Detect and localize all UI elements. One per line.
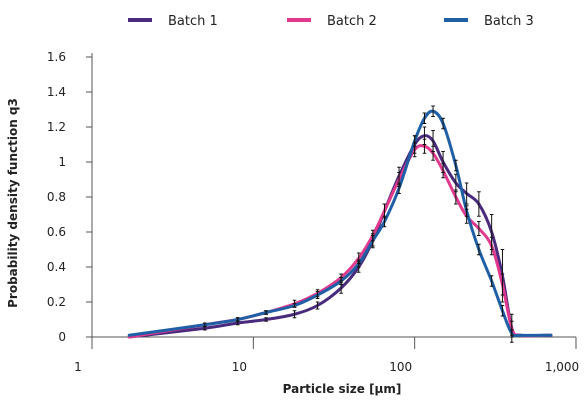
error-bar	[431, 145, 435, 161]
error-bars-batch-2	[202, 138, 514, 336]
error-bar	[412, 135, 417, 147]
error-bar	[382, 215, 387, 228]
legend-item: Batch 1	[128, 14, 218, 29]
error-bar	[356, 259, 361, 268]
error-bar	[477, 221, 481, 236]
error-bar	[454, 189, 458, 205]
error-bar	[431, 105, 435, 117]
error-bar	[500, 305, 505, 317]
error-bar	[454, 159, 458, 172]
y-tick-label: 1.2	[47, 120, 66, 134]
y-axis-title: Probability density function q3	[6, 98, 20, 308]
error-bar	[292, 310, 297, 319]
error-bar	[464, 182, 469, 205]
error-bar	[292, 303, 297, 308]
error-bar	[500, 273, 505, 296]
error-bars-batch-1	[202, 126, 514, 343]
error-bar	[264, 317, 268, 322]
error-bar	[202, 322, 207, 327]
error-bar	[441, 163, 445, 179]
error-bar	[264, 310, 268, 315]
error-bar	[315, 291, 320, 299]
x-tick-label: 1,000	[545, 360, 579, 374]
error-bar	[464, 205, 469, 217]
y-tick-label: 0.6	[47, 225, 66, 239]
series-batch-2	[127, 144, 553, 339]
series-line	[127, 144, 553, 339]
y-tick-label: 1.4	[47, 85, 66, 99]
series-batch-1	[127, 134, 553, 339]
error-bar	[441, 117, 445, 130]
y-tick-label: 1	[58, 155, 66, 169]
series-line	[127, 134, 553, 339]
x-tick-label: 100	[389, 360, 412, 374]
y-tick-label: 0	[58, 330, 66, 344]
legend-item: Batch 2	[287, 14, 377, 29]
chart-axes: 0 0.2 0.4 0.6 0.8 1 1.2 1.4 1.6 1 10 100 1,000	[47, 50, 579, 374]
error-bar	[489, 275, 494, 287]
legend-label: Batch 3	[484, 14, 534, 29]
plot-area	[127, 105, 553, 343]
x-tick-label: 1	[74, 360, 82, 374]
y-tick-label: 0.4	[47, 260, 66, 274]
error-bar	[339, 277, 343, 285]
error-bars-batch-3	[202, 105, 514, 338]
error-bar	[315, 301, 320, 310]
y-tick-label: 0.8	[47, 190, 66, 204]
chart-legend: Batch 1 Batch 2 Batch 3	[128, 14, 534, 29]
y-tick-label: 1.6	[47, 50, 66, 64]
error-bar	[489, 236, 494, 256]
error-bar	[422, 138, 427, 154]
error-bar	[235, 317, 240, 322]
x-tick-label: 10	[232, 360, 247, 374]
error-bar	[422, 112, 427, 124]
legend-item: Batch 3	[444, 14, 534, 29]
y-tick-label: 0.2	[47, 295, 66, 309]
legend-label: Batch 2	[327, 14, 377, 29]
error-bar	[370, 235, 375, 247]
legend-label: Batch 1	[168, 14, 218, 29]
x-axis-title: Particle size [µm]	[283, 382, 402, 396]
error-bar	[477, 243, 481, 256]
error-bar	[397, 182, 401, 194]
error-bar	[509, 329, 514, 338]
error-bar	[477, 191, 481, 217]
